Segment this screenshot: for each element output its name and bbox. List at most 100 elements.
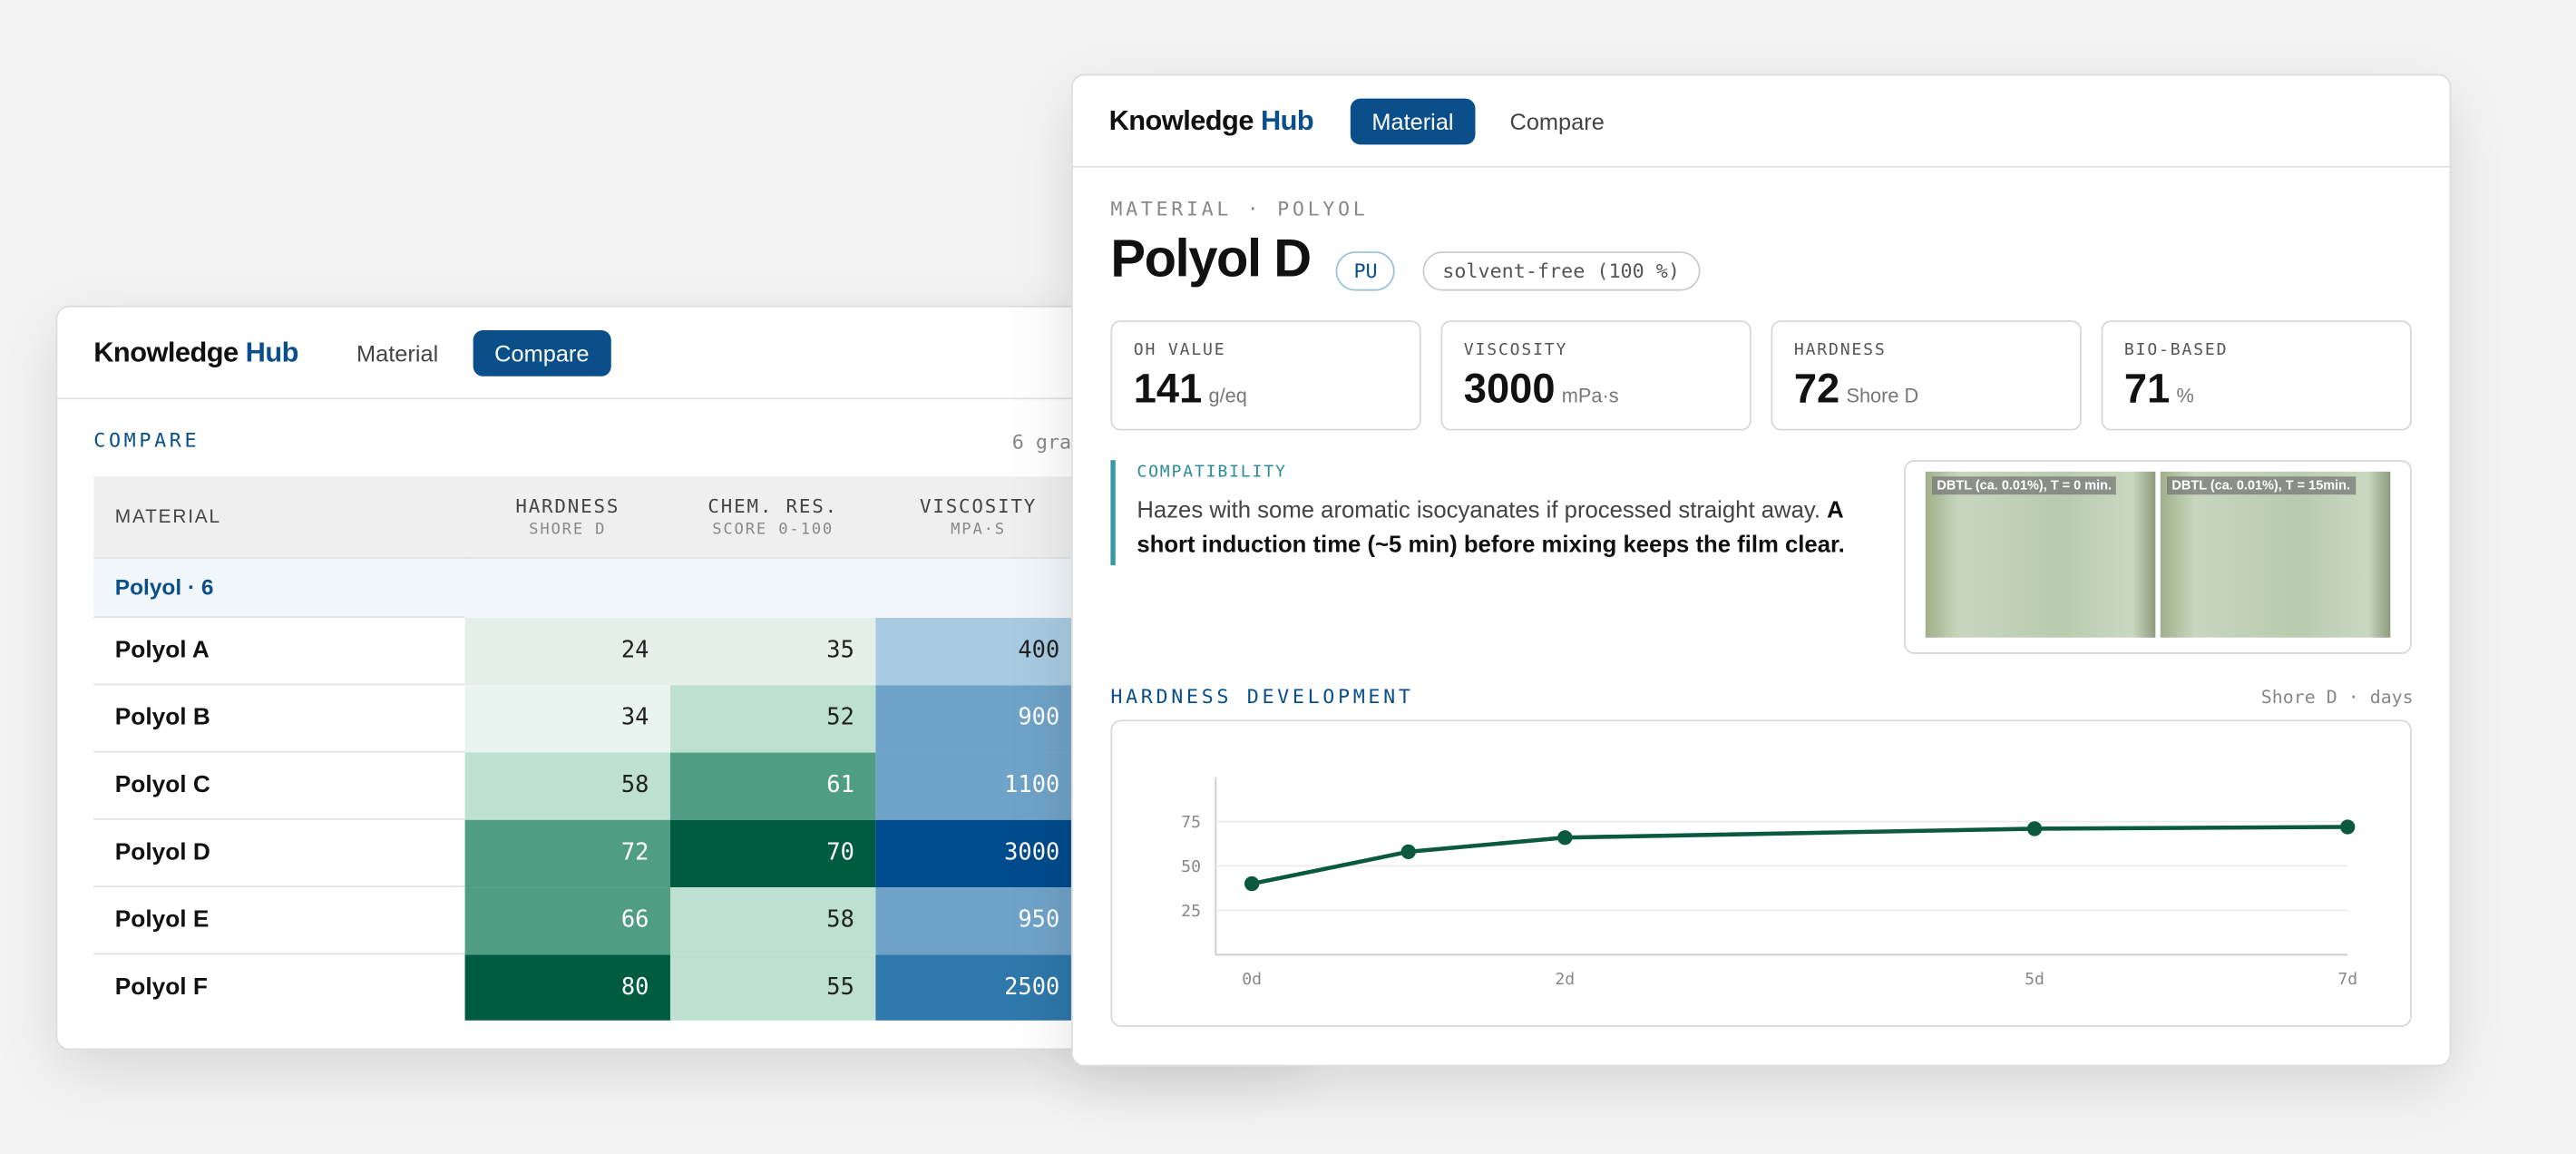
material-name: Polyol C bbox=[93, 750, 465, 819]
value-cell: 400 bbox=[875, 617, 1081, 685]
chart-title: HARDNESS DEVELOPMENT bbox=[1110, 685, 1414, 709]
header-unit: SCORE 0-100 bbox=[712, 521, 834, 540]
header: Knowledge Hub Material Compare bbox=[57, 308, 1306, 400]
value-cell: 900 bbox=[875, 684, 1081, 752]
nav-tab-active[interactable]: Material bbox=[1350, 98, 1476, 145]
value-cell: 950 bbox=[875, 886, 1081, 954]
header-title: CHEM. RES. bbox=[707, 494, 838, 518]
table-row: Polyol A 24 35 400 bbox=[93, 616, 1081, 685]
compat-emphasis: A short induction time (~5 min) before m… bbox=[1137, 497, 1845, 559]
value-cell: 3000 bbox=[875, 818, 1081, 887]
chart-unit: Shore D · days bbox=[2260, 687, 2414, 709]
brand: Knowledge Hub bbox=[1109, 105, 1314, 138]
stat-value: 141 g/eq bbox=[1134, 367, 1247, 415]
section-label: COMPARE bbox=[93, 428, 200, 453]
data-point bbox=[1557, 830, 1573, 846]
stat-value: 71% bbox=[2124, 367, 2194, 415]
value-cell: 66 bbox=[464, 886, 670, 954]
header-unit: SHORE D bbox=[529, 521, 607, 540]
stat-unit: mPa·s bbox=[1561, 384, 1619, 408]
nav-tab[interactable]: Compare bbox=[1509, 108, 1605, 135]
material-title: Polyol D bbox=[1110, 228, 1312, 288]
header-unit: MPA·S bbox=[951, 521, 1007, 540]
data-line bbox=[1251, 825, 2348, 886]
stat-card: VISCOSITY 3000 mPa·s bbox=[1440, 320, 1751, 431]
table-row: Polyol E 66 58 950 bbox=[93, 885, 1081, 954]
x-tick-label: 2d bbox=[1555, 970, 1575, 989]
stat-card: HARDNESS 72 Shore D bbox=[1771, 320, 2082, 431]
material-name: Polyol F bbox=[93, 953, 465, 1021]
y-tick-label: 50 bbox=[1181, 857, 1201, 876]
brand-accent: Hub bbox=[245, 337, 299, 368]
stat-number: 3000 bbox=[1463, 366, 1556, 413]
table-row: Polyol B 34 52 900 bbox=[93, 683, 1081, 752]
table-row: Polyol F 80 55 2500 bbox=[93, 953, 1081, 1021]
table-row: Polyol C 58 61 1100 bbox=[93, 750, 1081, 819]
group-label: Polyol · 6 bbox=[93, 557, 1081, 618]
nav-tab[interactable]: Material bbox=[356, 339, 439, 367]
brand-word: Knowledge bbox=[1108, 104, 1254, 137]
compatibility: COMPATIBILITY Hazes with some aromatic i… bbox=[1110, 460, 1871, 566]
compat-label: COMPATIBILITY bbox=[1137, 463, 1287, 482]
value-cell: 58 bbox=[669, 886, 876, 954]
value-cell: 80 bbox=[464, 954, 670, 1021]
sample-image: DBTL (ca. 0.01%), T = 0 min. bbox=[1925, 471, 2156, 638]
value-cell: 72 bbox=[464, 818, 670, 887]
stat-value: 3000 mPa·s bbox=[1464, 367, 1619, 415]
header-title: VISCOSITY bbox=[920, 494, 1038, 518]
value-cell: 55 bbox=[669, 954, 876, 1021]
group-row: Polyol · 6 bbox=[93, 557, 1081, 618]
header-title: MATERIAL bbox=[114, 506, 221, 527]
tag: solvent-free (100 %) bbox=[1422, 251, 1700, 291]
material-name: Polyol B bbox=[93, 683, 465, 752]
image-caption: DBTL (ca. 0.01%), T = 15min. bbox=[2166, 476, 2356, 495]
data-point bbox=[2340, 819, 2356, 835]
column-header: CHEM. RES. SCORE 0-100 bbox=[669, 476, 876, 558]
header-title: HARDNESS bbox=[515, 494, 620, 518]
value-cell: 35 bbox=[669, 617, 876, 685]
brand-word: Knowledge bbox=[93, 337, 239, 368]
table-body: Polyol · 6 Polyol A 24 35 400 Polyol B 34 52 90… bbox=[93, 557, 1081, 1021]
data-point bbox=[1400, 844, 1416, 860]
table-row: Polyol D 72 70 3000 bbox=[93, 817, 1081, 887]
stat-card: BIO-BASED 71% bbox=[2101, 320, 2412, 431]
stat-label: VISCOSITY bbox=[1463, 341, 1568, 360]
column-header: HARDNESS SHORE D bbox=[464, 476, 670, 558]
stat-unit: g/eq bbox=[1208, 384, 1247, 408]
image-box: DBTL (ca. 0.01%), T = 0 min. DBTL (ca. 0… bbox=[1904, 460, 2412, 654]
sample-image: DBTL (ca. 0.01%), T = 15min. bbox=[2160, 471, 2391, 638]
chart: 25 50 75 0d 2d 5d 7d bbox=[1110, 719, 2412, 1028]
data-point bbox=[2026, 821, 2043, 836]
data-point bbox=[1244, 875, 1260, 892]
y-tick-label: 75 bbox=[1181, 813, 1201, 832]
value-cell: 52 bbox=[669, 684, 876, 752]
value-cell: 70 bbox=[669, 818, 876, 887]
compat-body: Hazes with some aromatic isocyanates if … bbox=[1137, 497, 1820, 524]
brand-accent: Hub bbox=[1260, 104, 1314, 137]
column-header: MATERIAL bbox=[93, 476, 465, 558]
tag: PU bbox=[1335, 251, 1396, 291]
value-cell: 34 bbox=[464, 684, 670, 752]
brand: Knowledge Hub bbox=[93, 337, 298, 369]
value-cell: 61 bbox=[669, 751, 876, 819]
y-tick-label: 25 bbox=[1181, 902, 1201, 921]
stat-label: HARDNESS bbox=[1793, 341, 1887, 360]
chart-frame bbox=[1110, 719, 2412, 1028]
stat-label: BIO-BASED bbox=[2123, 341, 2229, 360]
value-cell: 58 bbox=[464, 751, 670, 819]
material-name: Polyol E bbox=[93, 885, 465, 954]
stat-number: 71 bbox=[2123, 366, 2171, 413]
x-tick-label: 0d bbox=[1242, 970, 1262, 989]
nav-tab-active[interactable]: Compare bbox=[473, 330, 611, 377]
material-name: Polyol A bbox=[93, 616, 465, 685]
stat-label: OH VALUE bbox=[1133, 341, 1226, 360]
value-cell: 24 bbox=[464, 617, 670, 685]
eyebrow: MATERIAL · POLYOL bbox=[1110, 197, 1369, 220]
stat-value: 72 Shore D bbox=[1794, 367, 1918, 415]
x-tick-label: 5d bbox=[2025, 970, 2044, 989]
stat-card: OH VALUE 141 g/eq bbox=[1110, 320, 1421, 431]
header: Knowledge Hub Material Compare bbox=[1072, 75, 2450, 168]
image-caption: DBTL (ca. 0.01%), T = 0 min. bbox=[1931, 476, 2117, 495]
